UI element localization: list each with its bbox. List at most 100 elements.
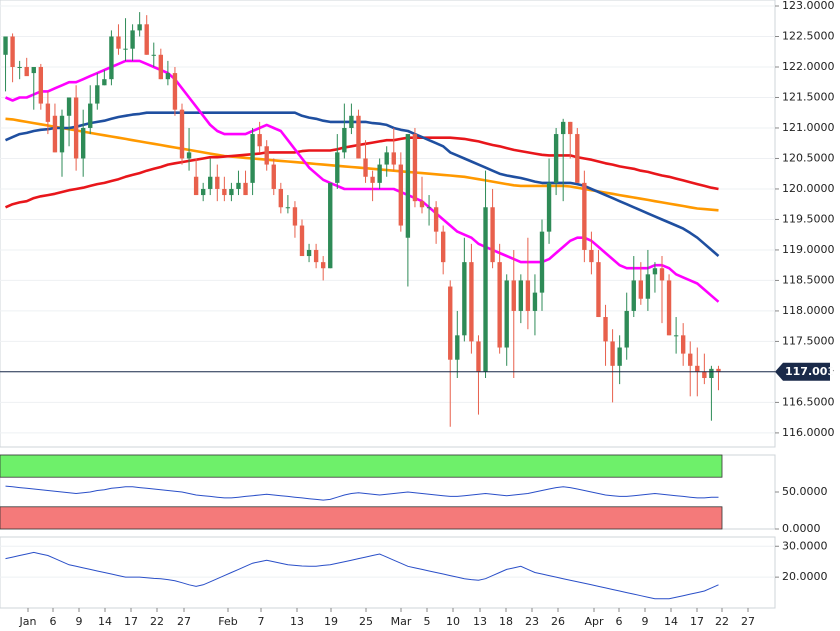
- oscillator-2-panel: 30.0000 20.0000: [0, 536, 828, 609]
- x-tick-label: 5: [424, 615, 431, 628]
- candle-body: [158, 54, 164, 80]
- x-tick-label: 14: [98, 615, 112, 628]
- candle: [292, 201, 298, 238]
- price-y-tick-label: 120.5000: [782, 151, 835, 164]
- candle-body: [680, 335, 686, 354]
- candlestick-series: [3, 12, 721, 427]
- candle: [377, 158, 382, 189]
- candle: [370, 170, 375, 202]
- candle: [455, 310, 460, 379]
- oscillator-1-tick-label: 0.0000: [782, 522, 821, 535]
- candle: [532, 274, 538, 336]
- x-tick-label: 25: [359, 615, 373, 628]
- candle: [631, 256, 636, 318]
- candle: [45, 91, 51, 135]
- candle-body: [419, 201, 425, 208]
- candle-body: [172, 73, 178, 110]
- candle: [673, 317, 679, 354]
- candle: [560, 118, 566, 202]
- candle: [17, 60, 22, 80]
- candle: [426, 195, 432, 226]
- candle-body: [624, 310, 629, 348]
- candle: [412, 127, 418, 208]
- candle-body: [144, 24, 149, 55]
- candle-body: [229, 188, 234, 196]
- price-y-tick-label: 119.0000: [782, 243, 835, 256]
- candle: [200, 182, 206, 202]
- x-tick-label: 27: [741, 615, 755, 628]
- candle-body: [306, 249, 312, 257]
- candle: [666, 274, 672, 336]
- candle: [440, 225, 446, 275]
- x-tick-label: Feb: [218, 615, 237, 628]
- candle-body: [511, 280, 516, 311]
- x-tick-label: 23: [525, 615, 539, 628]
- oscillator-2-tick-label: 30.0000: [782, 539, 828, 552]
- moving-average-lines: [4, 59, 720, 303]
- candle-body: [518, 280, 524, 311]
- candle-body: [716, 368, 721, 372]
- candle: [462, 237, 467, 342]
- candle: [10, 33, 15, 83]
- candle-body: [3, 36, 8, 55]
- candle: [285, 195, 291, 214]
- candle: [568, 121, 573, 159]
- x-tick-label: Apr: [584, 615, 604, 628]
- candle: [123, 18, 128, 61]
- candle-body: [631, 280, 636, 311]
- candle-body: [215, 176, 220, 189]
- candle-body: [151, 54, 156, 56]
- candle: [610, 329, 615, 403]
- candle: [109, 30, 114, 86]
- candle: [257, 121, 262, 153]
- candle-body: [652, 268, 658, 275]
- candle: [299, 219, 305, 257]
- candle-body: [222, 188, 227, 196]
- candle-body: [313, 249, 319, 263]
- candle: [589, 231, 594, 275]
- candle-body: [504, 280, 509, 348]
- candle: [624, 292, 629, 360]
- candle: [193, 158, 199, 196]
- candle: [172, 66, 178, 116]
- candle: [3, 36, 8, 92]
- candle-body: [179, 109, 185, 159]
- price-y-tick-label: 122.0000: [782, 60, 835, 73]
- x-tick-label: 27: [177, 615, 191, 628]
- price-y-tick-label: 123.0000: [782, 0, 835, 12]
- candle: [236, 170, 241, 196]
- candle: [186, 127, 192, 171]
- oscillator-2-y-axis: 30.0000 20.0000: [775, 539, 828, 583]
- candle: [137, 12, 142, 37]
- x-tick-label: 14: [664, 615, 678, 628]
- candle-body: [208, 176, 213, 189]
- candle: [716, 365, 721, 391]
- x-tick-label: 17: [690, 615, 704, 628]
- candle-body: [130, 30, 135, 49]
- candle: [582, 170, 587, 263]
- candle: [158, 48, 164, 80]
- candle-body: [673, 335, 679, 337]
- oscillator-1-series: [5, 485, 719, 501]
- candle: [398, 152, 404, 232]
- candle-body: [73, 97, 79, 159]
- x-tick-label: 13: [290, 615, 304, 628]
- candle: [88, 85, 93, 135]
- oscillator-1-zone: [0, 454, 723, 478]
- candle-body: [243, 182, 248, 196]
- candle: [518, 274, 524, 324]
- last-price-marker: 117.0030: [775, 362, 840, 381]
- candle-body: [257, 134, 262, 147]
- oscillator-2-series: [5, 551, 719, 600]
- candle: [525, 237, 531, 330]
- price-y-tick-label: 116.0000: [782, 426, 835, 439]
- candle-body: [24, 66, 29, 77]
- candle-body: [568, 121, 573, 135]
- candle-body: [59, 115, 65, 153]
- candle-body: [455, 335, 460, 360]
- candle: [405, 134, 411, 287]
- candle-body: [363, 158, 368, 177]
- candle-body: [384, 152, 389, 165]
- oscillator-2-frame: [0, 536, 776, 609]
